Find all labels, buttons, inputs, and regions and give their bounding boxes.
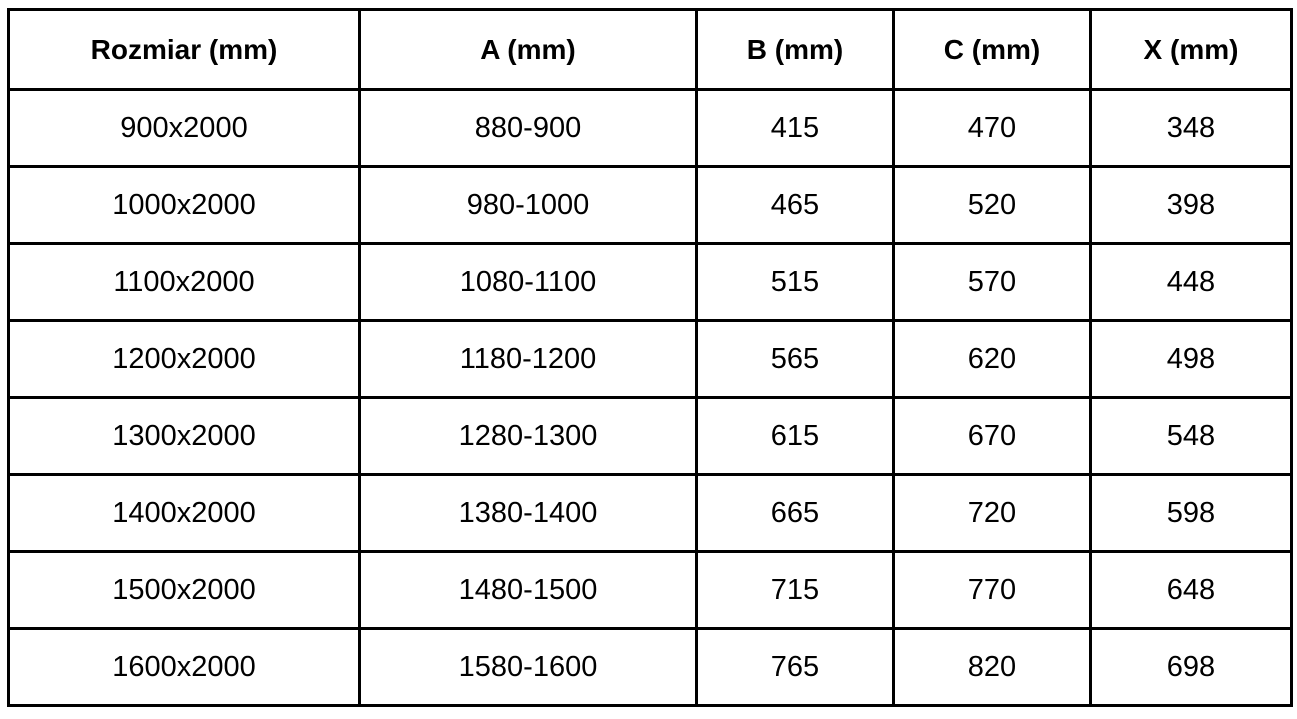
table-cell: 665 [695, 473, 895, 553]
table-cell: 470 [892, 88, 1092, 168]
table-cell: 1480-1500 [358, 550, 698, 630]
table-cell: 720 [892, 473, 1092, 553]
table-cell: 1600x2000 [7, 627, 361, 707]
table-cell: 1100x2000 [7, 242, 361, 322]
table-cell: 520 [892, 165, 1092, 245]
table-cell: 515 [695, 242, 895, 322]
table-cell: 980-1000 [358, 165, 698, 245]
table-cell: 615 [695, 396, 895, 476]
table-row: 1600x2000 1580-1600 765 820 698 [7, 627, 1293, 707]
table-cell: 1400x2000 [7, 473, 361, 553]
table-row: 1000x2000 980-1000 465 520 398 [7, 165, 1293, 245]
table-cell: 348 [1089, 88, 1293, 168]
table-row: 1500x2000 1480-1500 715 770 648 [7, 550, 1293, 630]
table-cell: 715 [695, 550, 895, 630]
table-cell: 1180-1200 [358, 319, 698, 399]
table-cell: 1580-1600 [358, 627, 698, 707]
table-cell: 548 [1089, 396, 1293, 476]
table-row: 1400x2000 1380-1400 665 720 598 [7, 473, 1293, 553]
table-cell: 1080-1100 [358, 242, 698, 322]
table-cell: 1000x2000 [7, 165, 361, 245]
table-cell: 880-900 [358, 88, 698, 168]
table-cell: 448 [1089, 242, 1293, 322]
table-cell: 770 [892, 550, 1092, 630]
table-row: 1300x2000 1280-1300 615 670 548 [7, 396, 1293, 476]
column-header-b: B (mm) [695, 8, 895, 91]
table-cell: 598 [1089, 473, 1293, 553]
size-dimensions-table: Rozmiar (mm) A (mm) B (mm) C (mm) X (mm)… [7, 8, 1293, 707]
column-header-c: C (mm) [892, 8, 1092, 91]
table-row: 900x2000 880-900 415 470 348 [7, 88, 1293, 168]
table-cell: 565 [695, 319, 895, 399]
table-cell: 765 [695, 627, 895, 707]
table-cell: 1500x2000 [7, 550, 361, 630]
table-cell: 415 [695, 88, 895, 168]
table-cell: 648 [1089, 550, 1293, 630]
column-header-x: X (mm) [1089, 8, 1293, 91]
column-header-a: A (mm) [358, 8, 698, 91]
table-row: 1100x2000 1080-1100 515 570 448 [7, 242, 1293, 322]
table-cell: 1380-1400 [358, 473, 698, 553]
table-cell: 670 [892, 396, 1092, 476]
table-cell: 1280-1300 [358, 396, 698, 476]
table-cell: 900x2000 [7, 88, 361, 168]
table-cell: 498 [1089, 319, 1293, 399]
column-header-rozmiar: Rozmiar (mm) [7, 8, 361, 91]
table-cell: 1300x2000 [7, 396, 361, 476]
table-cell: 820 [892, 627, 1092, 707]
table-cell: 398 [1089, 165, 1293, 245]
table-cell: 570 [892, 242, 1092, 322]
table-cell: 620 [892, 319, 1092, 399]
table-body: 900x2000 880-900 415 470 348 1000x2000 980-100… [7, 88, 1293, 707]
table-row: 1200x2000 1180-1200 565 620 498 [7, 319, 1293, 399]
header-row: Rozmiar (mm) A (mm) B (mm) C (mm) X (mm) [7, 8, 1293, 91]
table-cell: 1200x2000 [7, 319, 361, 399]
table-cell: 698 [1089, 627, 1293, 707]
table-cell: 465 [695, 165, 895, 245]
